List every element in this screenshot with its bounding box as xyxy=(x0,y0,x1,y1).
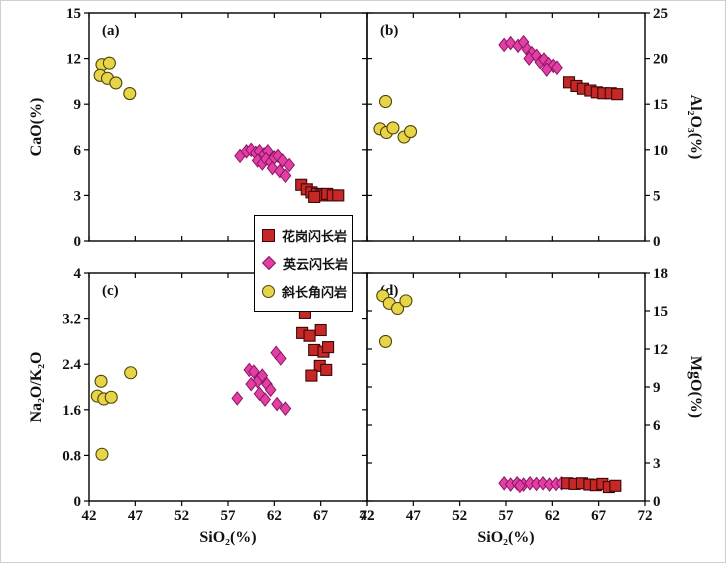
panel-letter-b: (b) xyxy=(380,23,398,39)
svg-text:15: 15 xyxy=(653,304,668,320)
svg-text:67: 67 xyxy=(591,508,607,524)
x-axis-label-left: SiO₂(%) xyxy=(199,529,257,546)
svg-text:10: 10 xyxy=(653,143,668,159)
svg-text:67: 67 xyxy=(313,508,329,524)
svg-text:0: 0 xyxy=(74,234,82,250)
svg-text:3: 3 xyxy=(74,188,82,204)
points-tonalite-d xyxy=(498,475,568,494)
svg-text:0.8: 0.8 xyxy=(62,448,81,464)
svg-text:47: 47 xyxy=(406,508,422,524)
panel-c: 42 47 52 57 62 67 72 0 0.8 1.6 2.4 3.2 4 (c) xyxy=(62,266,374,524)
svg-text:3.2: 3.2 xyxy=(62,312,81,328)
svg-text:6: 6 xyxy=(653,418,661,434)
points-amphibolite-a xyxy=(93,56,137,101)
legend-label-tonalite: 英云闪长岩 xyxy=(283,256,349,272)
points-amphibolite-b xyxy=(373,94,418,144)
svg-text:42: 42 xyxy=(360,508,375,524)
svg-text:4: 4 xyxy=(74,266,82,282)
svg-text:0: 0 xyxy=(653,234,661,250)
svg-text:1.6: 1.6 xyxy=(62,403,81,419)
circle-marker-icon xyxy=(262,284,275,298)
svg-text:0: 0 xyxy=(653,494,661,510)
panel-b: 0 5 10 15 20 25 (b) xyxy=(366,6,668,250)
svg-text:5: 5 xyxy=(653,188,661,204)
y-axis-label-mgo: MgO(%) xyxy=(687,355,704,419)
svg-text:62: 62 xyxy=(545,508,560,524)
panel-letter-c: (c) xyxy=(102,283,119,299)
legend-item-amphibolite: 斜长角闪岩 xyxy=(262,282,348,301)
svg-text:0: 0 xyxy=(74,494,82,510)
panel-letter-a: (a) xyxy=(102,23,120,39)
points-tonalite-a xyxy=(234,142,296,183)
points-tonalite-b xyxy=(498,34,563,77)
svg-text:12: 12 xyxy=(653,342,668,358)
svg-text:6: 6 xyxy=(74,143,82,159)
svg-text:72: 72 xyxy=(638,508,653,524)
svg-text:9: 9 xyxy=(74,97,82,113)
y-axis-label-al2o3: Al₂O₃(%) xyxy=(687,94,704,160)
y-axis-label-na2o-k2o: Na₂O/K₂O xyxy=(28,351,45,423)
y-axis-label-cao: CaO(%) xyxy=(28,97,45,157)
points-amphibolite-d xyxy=(376,289,413,348)
svg-text:2.4: 2.4 xyxy=(62,357,81,373)
svg-text:42: 42 xyxy=(82,508,97,524)
points-granodiorite-b xyxy=(562,76,624,101)
svg-text:72: 72 xyxy=(360,508,375,524)
legend-item-tonalite: 英云闪长岩 xyxy=(261,254,349,273)
svg-text:47: 47 xyxy=(128,508,144,524)
legend: 花岗闪长岩 英云闪长岩 斜长角闪岩 xyxy=(254,215,353,312)
legend-item-granodiorite: 花岗闪长岩 xyxy=(262,226,348,245)
svg-text:9: 9 xyxy=(653,380,661,396)
points-tonalite-c xyxy=(231,345,292,416)
points-granodiorite-d xyxy=(561,477,622,494)
panel-a: 0 3 6 9 12 15 (a) xyxy=(66,6,368,250)
svg-text:3: 3 xyxy=(653,456,661,472)
points-granodiorite-c xyxy=(296,306,335,382)
svg-text:57: 57 xyxy=(499,508,515,524)
svg-text:62: 62 xyxy=(267,508,282,524)
legend-label-amphibolite: 斜长角闪岩 xyxy=(282,284,348,300)
square-marker-icon xyxy=(262,229,275,243)
svg-text:20: 20 xyxy=(653,52,668,68)
points-amphibolite-c xyxy=(90,366,138,461)
svg-text:57: 57 xyxy=(221,508,237,524)
svg-text:12: 12 xyxy=(66,52,81,68)
points-granodiorite-a xyxy=(295,178,345,203)
svg-text:18: 18 xyxy=(653,266,668,282)
legend-label-granodiorite: 花岗闪长岩 xyxy=(282,229,348,245)
svg-text:52: 52 xyxy=(174,508,189,524)
svg-text:15: 15 xyxy=(653,97,668,113)
svg-text:52: 52 xyxy=(452,508,467,524)
svg-text:15: 15 xyxy=(66,6,81,22)
diamond-marker-icon xyxy=(261,256,277,271)
x-axis-label-right: SiO₂(%) xyxy=(477,529,535,546)
svg-text:25: 25 xyxy=(653,6,668,22)
